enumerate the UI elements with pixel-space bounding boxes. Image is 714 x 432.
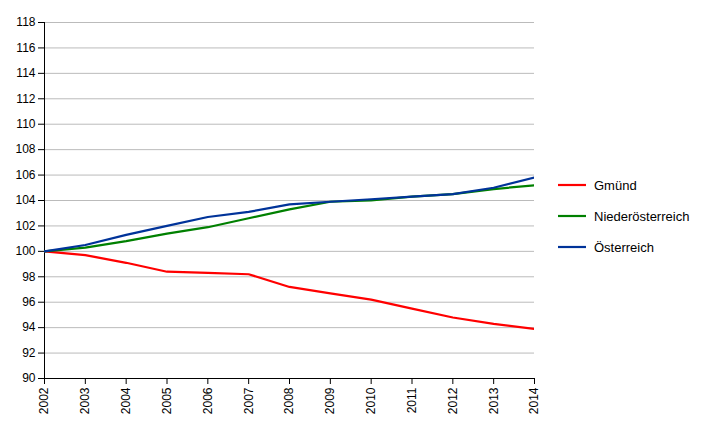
svg-text:2007: 2007 [242, 387, 256, 414]
svg-text:94: 94 [22, 320, 36, 334]
svg-text:2011: 2011 [405, 387, 419, 413]
svg-text:2012: 2012 [446, 387, 460, 414]
html-text:Österreich: Österreich [594, 239, 654, 255]
svg-text:2010: 2010 [364, 387, 378, 414]
svg-text:2002: 2002 [37, 387, 51, 414]
svg-text:110: 110 [16, 117, 35, 131]
svg-text:2014: 2014 [527, 387, 541, 414]
svg-text:2003: 2003 [78, 387, 92, 414]
svg-text:100: 100 [15, 244, 35, 258]
svg-text:102: 102 [15, 219, 35, 233]
svg-text:114: 114 [16, 66, 35, 80]
svg-text:116: 116 [16, 41, 35, 55]
svg-text:104: 104 [15, 193, 35, 207]
svg-text:2008: 2008 [282, 387, 296, 414]
svg-text:2006: 2006 [201, 387, 215, 414]
svg-text:106: 106 [15, 168, 35, 182]
svg-text:96: 96 [22, 295, 36, 309]
html-text:Niederösterreich: Niederösterreich [594, 208, 690, 224]
svg-text:92: 92 [22, 346, 36, 360]
svg-text:98: 98 [22, 270, 36, 284]
svg-text:108: 108 [15, 142, 35, 156]
svg-text:112: 112 [16, 92, 35, 106]
svg-text:2004: 2004 [119, 387, 133, 414]
html-text:Gmünd: Gmünd [594, 177, 637, 193]
svg-text:2005: 2005 [160, 387, 174, 414]
svg-text:90: 90 [22, 371, 36, 385]
svg-text:2009: 2009 [323, 387, 337, 414]
svg-text:2013: 2013 [487, 387, 501, 414]
svg-text:118: 118 [16, 15, 35, 29]
